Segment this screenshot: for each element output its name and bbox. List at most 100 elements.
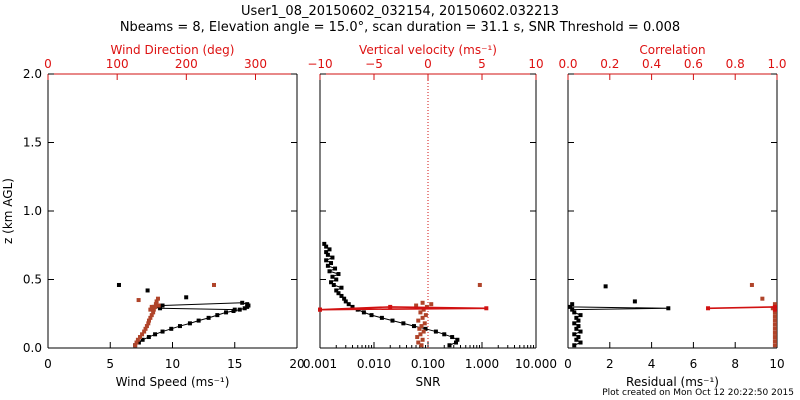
data-point-snr: [330, 274, 335, 279]
data-point-residual: [772, 330, 777, 335]
data-point-residual: [603, 284, 608, 289]
toptick-label-snr: −10: [307, 57, 332, 71]
data-point-snr: [330, 255, 335, 260]
data-point-residual: [632, 299, 637, 304]
yaxis-label: z (km AGL): [1, 178, 15, 244]
data-point-snr: [318, 307, 322, 312]
data-point-residual: [572, 343, 577, 348]
toptick-label-snr: −5: [365, 57, 383, 71]
data-point-residual: [578, 340, 583, 345]
data-point-snr: [324, 250, 329, 255]
data-point-snr: [450, 335, 455, 340]
data-point-snr: [361, 310, 366, 315]
data-point-residual: [572, 321, 577, 326]
data-point-snr: [339, 285, 344, 290]
data-point-wind: [212, 282, 216, 287]
data-point-snr: [322, 241, 327, 246]
data-point-snr: [339, 293, 344, 298]
data-point-snr: [418, 310, 423, 315]
data-point-residual: [772, 314, 777, 319]
xtick-label-residual: 0: [564, 357, 572, 371]
top-axis-label-residual: Correlation: [639, 43, 705, 57]
data-point-wind: [134, 340, 139, 345]
xtick-label-residual: 10: [769, 357, 784, 371]
data-point-snr: [325, 263, 330, 268]
data-point-wind: [153, 304, 158, 309]
xtick-label-residual: 8: [731, 357, 739, 371]
data-point-residual: [772, 310, 777, 315]
toptick-label-residual: 0.0: [558, 57, 577, 71]
xtick-label-residual: 2: [606, 357, 614, 371]
data-point-residual: [749, 282, 754, 287]
xtick-label-snr: 1.000: [465, 357, 499, 371]
data-point-snr: [418, 332, 423, 337]
data-point-snr: [329, 261, 334, 266]
data-point-snr: [421, 329, 426, 334]
data-point-residual: [572, 310, 577, 315]
xtick-label-residual: 6: [690, 357, 698, 371]
data-point-snr: [329, 280, 334, 285]
data-point-wind: [237, 307, 242, 312]
panel-snr: 0.001 0.010 0.100 1.000 10.000 −10 −5 0 5 10 SNR Ve…: [303, 43, 557, 389]
data-point-snr: [324, 258, 329, 263]
data-point-wind: [154, 299, 159, 304]
data-point-wind: [196, 318, 201, 323]
ytick-label: 1.0: [23, 204, 42, 218]
data-point-residual: [772, 339, 777, 344]
data-point-residual: [572, 332, 577, 337]
toptick-label-residual: 0.4: [642, 57, 661, 71]
data-point-snr: [346, 302, 351, 307]
data-point-wind: [232, 307, 237, 312]
data-point-wind: [187, 321, 192, 326]
data-point-residual: [570, 307, 575, 312]
data-point-snr: [477, 282, 482, 287]
data-point-residual: [772, 335, 777, 340]
data-point-snr: [343, 299, 348, 304]
panel-residual: 0 2 4 6 8 10 0.0 0.2 0.4 0.6 0.8 1.0 Residual (ms⁻¹)…: [558, 43, 786, 389]
data-point-wind: [151, 310, 156, 315]
data-point-snr: [336, 291, 341, 296]
data-point-snr: [324, 244, 329, 249]
data-point-wind: [136, 340, 141, 345]
toptick-label-wind: 0: [44, 57, 52, 71]
data-point-snr: [442, 332, 447, 337]
data-point-snr: [333, 266, 338, 271]
figure-title-line1: User1_08_20150602_032154, 20150602.03221…: [241, 4, 559, 19]
ytick-label: 2.0: [23, 67, 42, 81]
data-point-residual: [570, 302, 575, 307]
data-point-wind: [140, 332, 145, 337]
data-point-wind: [140, 337, 145, 342]
data-point-wind: [142, 329, 147, 334]
ytick-label: 1.5: [23, 136, 42, 150]
data-point-wind: [206, 315, 211, 320]
data-point-wind: [160, 329, 165, 334]
toptick-label-wind: 300: [244, 57, 267, 71]
data-point-wind: [143, 326, 148, 331]
data-point-residual: [574, 315, 579, 320]
data-point-wind: [177, 324, 182, 329]
data-point-snr: [420, 300, 425, 305]
toptick-label-wind: 100: [106, 57, 129, 71]
xtick-label-wind: 15: [227, 357, 242, 371]
data-point-snr: [453, 340, 458, 345]
xaxis-label-residual: Residual (ms⁻¹): [626, 375, 719, 389]
xtick-label-snr: 10.000: [515, 357, 557, 371]
data-point-wind: [144, 324, 149, 329]
data-point-snr: [419, 343, 424, 348]
data-point-wind: [169, 326, 174, 331]
xaxis-label-wind: Wind Speed (ms⁻¹): [116, 375, 230, 389]
data-point-residual: [760, 296, 765, 301]
toptick-label-residual: 0.6: [684, 57, 703, 71]
xtick-label-snr: 0.001: [303, 357, 337, 371]
data-point-wind: [148, 315, 153, 320]
data-point-wind: [133, 343, 138, 348]
data-point-wind: [135, 337, 140, 342]
series-line-residual-3: [708, 306, 776, 310]
data-point-wind: [240, 300, 245, 305]
xtick-label-wind: 20: [289, 357, 304, 371]
data-point-wind: [242, 306, 247, 311]
top-axis-label-snr: Vertical velocity (ms⁻¹): [359, 43, 497, 57]
